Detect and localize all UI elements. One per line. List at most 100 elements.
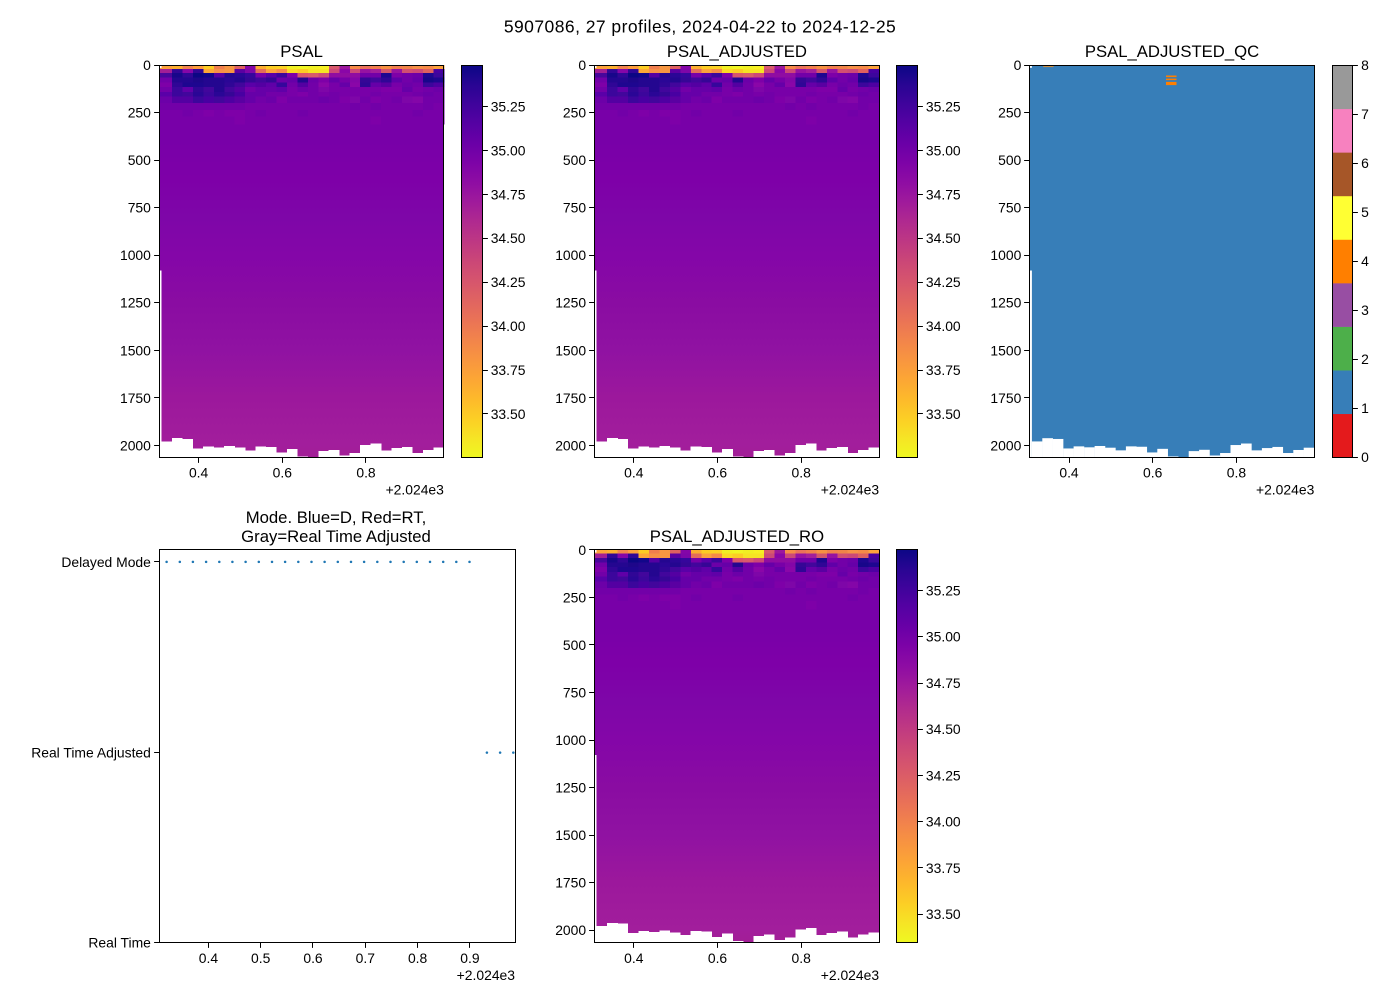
svg-text:0.8: 0.8 [792,465,812,481]
svg-text:1750: 1750 [990,390,1021,406]
svg-text:35.00: 35.00 [491,142,526,158]
svg-text:PSAL: PSAL [280,42,323,61]
svg-text:0: 0 [578,57,586,73]
svg-text:33.75: 33.75 [926,860,961,876]
svg-text:PSAL_ADJUSTED_RO: PSAL_ADJUSTED_RO [650,527,824,546]
svg-text:3: 3 [1361,302,1369,318]
svg-text:0.7: 0.7 [356,950,376,966]
svg-text:750: 750 [998,200,1021,216]
svg-text:0.6: 0.6 [708,465,728,481]
svg-text:33.50: 33.50 [926,906,961,922]
svg-text:1250: 1250 [555,779,586,795]
svg-text:6: 6 [1361,155,1369,171]
svg-text:1500: 1500 [555,827,586,843]
svg-text:2: 2 [1361,351,1369,367]
svg-text:0.8: 0.8 [792,950,812,966]
svg-text:0: 0 [1361,449,1369,465]
svg-text:1000: 1000 [990,247,1021,263]
svg-text:500: 500 [128,152,151,168]
svg-text:0.4: 0.4 [624,465,644,481]
svg-text:34.50: 34.50 [926,230,961,246]
svg-text:34.75: 34.75 [926,186,961,202]
svg-text:750: 750 [563,200,586,216]
svg-text:Delayed Mode: Delayed Mode [61,554,151,570]
svg-text:33.50: 33.50 [926,406,961,422]
svg-text:35.25: 35.25 [491,99,526,115]
svg-text:34.00: 34.00 [926,814,961,830]
svg-text:2000: 2000 [120,437,151,453]
svg-text:0.9: 0.9 [460,950,480,966]
svg-text:1250: 1250 [120,295,151,311]
svg-text:0: 0 [143,57,151,73]
svg-text:2000: 2000 [555,922,586,938]
svg-text:34.75: 34.75 [926,675,961,691]
svg-text:1250: 1250 [555,295,586,311]
svg-text:+2.024e3: +2.024e3 [1256,482,1315,498]
svg-text:750: 750 [128,200,151,216]
svg-text:0: 0 [578,542,586,558]
svg-text:0.8: 0.8 [356,465,376,481]
svg-text:500: 500 [563,637,586,653]
svg-text:1750: 1750 [555,390,586,406]
svg-text:Real Time: Real Time [88,934,151,950]
svg-text:1750: 1750 [555,875,586,891]
svg-text:250: 250 [563,589,586,605]
svg-text:Mode. Blue=D, Red=RT,: Mode. Blue=D, Red=RT, [246,508,427,527]
svg-text:250: 250 [998,105,1021,121]
svg-text:750: 750 [563,684,586,700]
svg-text:1750: 1750 [120,390,151,406]
svg-text:500: 500 [998,152,1021,168]
svg-text:0.4: 0.4 [1059,465,1079,481]
svg-text:34.00: 34.00 [926,318,961,334]
svg-text:1: 1 [1361,400,1369,416]
svg-text:34.50: 34.50 [491,230,526,246]
svg-text:34.25: 34.25 [926,767,961,783]
svg-text:Real Time Adjusted: Real Time Adjusted [31,745,151,761]
svg-text:4: 4 [1361,253,1369,269]
svg-text:250: 250 [563,105,586,121]
svg-text:PSAL_ADJUSTED_QC: PSAL_ADJUSTED_QC [1085,42,1259,61]
svg-text:35.25: 35.25 [926,583,961,599]
svg-text:+2.024e3: +2.024e3 [821,482,880,498]
svg-text:1000: 1000 [120,247,151,263]
svg-text:34.25: 34.25 [491,274,526,290]
svg-text:0.6: 0.6 [273,465,293,481]
svg-text:250: 250 [128,105,151,121]
svg-text:PSAL_ADJUSTED: PSAL_ADJUSTED [667,42,807,61]
svg-text:+2.024e3: +2.024e3 [386,482,445,498]
svg-text:1250: 1250 [990,295,1021,311]
svg-text:35.00: 35.00 [926,629,961,645]
svg-text:8: 8 [1361,57,1369,73]
svg-text:1000: 1000 [555,732,586,748]
svg-text:5: 5 [1361,204,1369,220]
svg-text:500: 500 [563,152,586,168]
svg-text:1500: 1500 [555,342,586,358]
svg-text:35.00: 35.00 [926,142,961,158]
svg-text:34.50: 34.50 [926,721,961,737]
svg-text:0.4: 0.4 [199,950,219,966]
svg-text:33.75: 33.75 [491,362,526,378]
svg-text:+2.024e3: +2.024e3 [457,967,516,983]
svg-text:0.6: 0.6 [708,950,728,966]
svg-text:0: 0 [1014,57,1022,73]
svg-text:1500: 1500 [120,342,151,358]
svg-text:2000: 2000 [990,437,1021,453]
svg-text:1500: 1500 [990,342,1021,358]
svg-text:33.50: 33.50 [491,406,526,422]
svg-text:35.25: 35.25 [926,99,961,115]
svg-text:+2.024e3: +2.024e3 [821,967,880,983]
svg-text:5907086, 27 profiles, 2024-04-: 5907086, 27 profiles, 2024-04-22 to 2024… [504,17,896,37]
svg-text:2000: 2000 [555,437,586,453]
svg-text:7: 7 [1361,106,1369,122]
svg-text:0.5: 0.5 [251,950,271,966]
svg-text:1000: 1000 [555,247,586,263]
svg-text:34.75: 34.75 [491,186,526,202]
svg-text:34.25: 34.25 [926,274,961,290]
svg-text:0.6: 0.6 [1143,465,1163,481]
svg-text:0.6: 0.6 [303,950,323,966]
svg-text:33.75: 33.75 [926,362,961,378]
svg-text:0.8: 0.8 [408,950,428,966]
svg-text:0.8: 0.8 [1227,465,1247,481]
svg-text:0.4: 0.4 [624,950,644,966]
svg-text:0.4: 0.4 [189,465,209,481]
